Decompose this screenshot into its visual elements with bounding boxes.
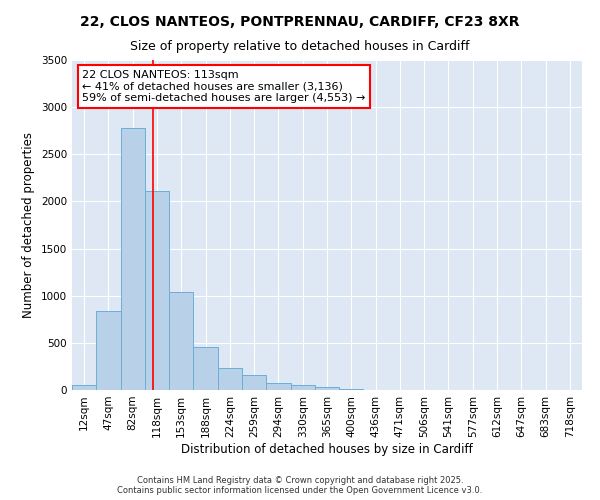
Bar xyxy=(242,375,266,390)
Bar xyxy=(339,388,364,390)
Text: 22, CLOS NANTEOS, PONTPRENNAU, CARDIFF, CF23 8XR: 22, CLOS NANTEOS, PONTPRENNAU, CARDIFF, … xyxy=(80,15,520,29)
Bar xyxy=(96,311,121,390)
Text: Contains HM Land Registry data © Crown copyright and database right 2025.
Contai: Contains HM Land Registry data © Crown c… xyxy=(118,476,482,495)
X-axis label: Distribution of detached houses by size in Cardiff: Distribution of detached houses by size … xyxy=(181,442,473,456)
Y-axis label: Number of detached properties: Number of detached properties xyxy=(22,132,35,318)
Bar xyxy=(290,386,315,390)
Bar xyxy=(121,128,145,390)
Bar xyxy=(169,292,193,390)
Bar xyxy=(218,368,242,390)
Bar xyxy=(72,385,96,390)
Bar xyxy=(315,387,339,390)
Text: 22 CLOS NANTEOS: 113sqm
← 41% of detached houses are smaller (3,136)
59% of semi: 22 CLOS NANTEOS: 113sqm ← 41% of detache… xyxy=(82,70,365,103)
Bar xyxy=(193,346,218,390)
Bar xyxy=(266,383,290,390)
Bar xyxy=(145,191,169,390)
Text: Size of property relative to detached houses in Cardiff: Size of property relative to detached ho… xyxy=(130,40,470,53)
